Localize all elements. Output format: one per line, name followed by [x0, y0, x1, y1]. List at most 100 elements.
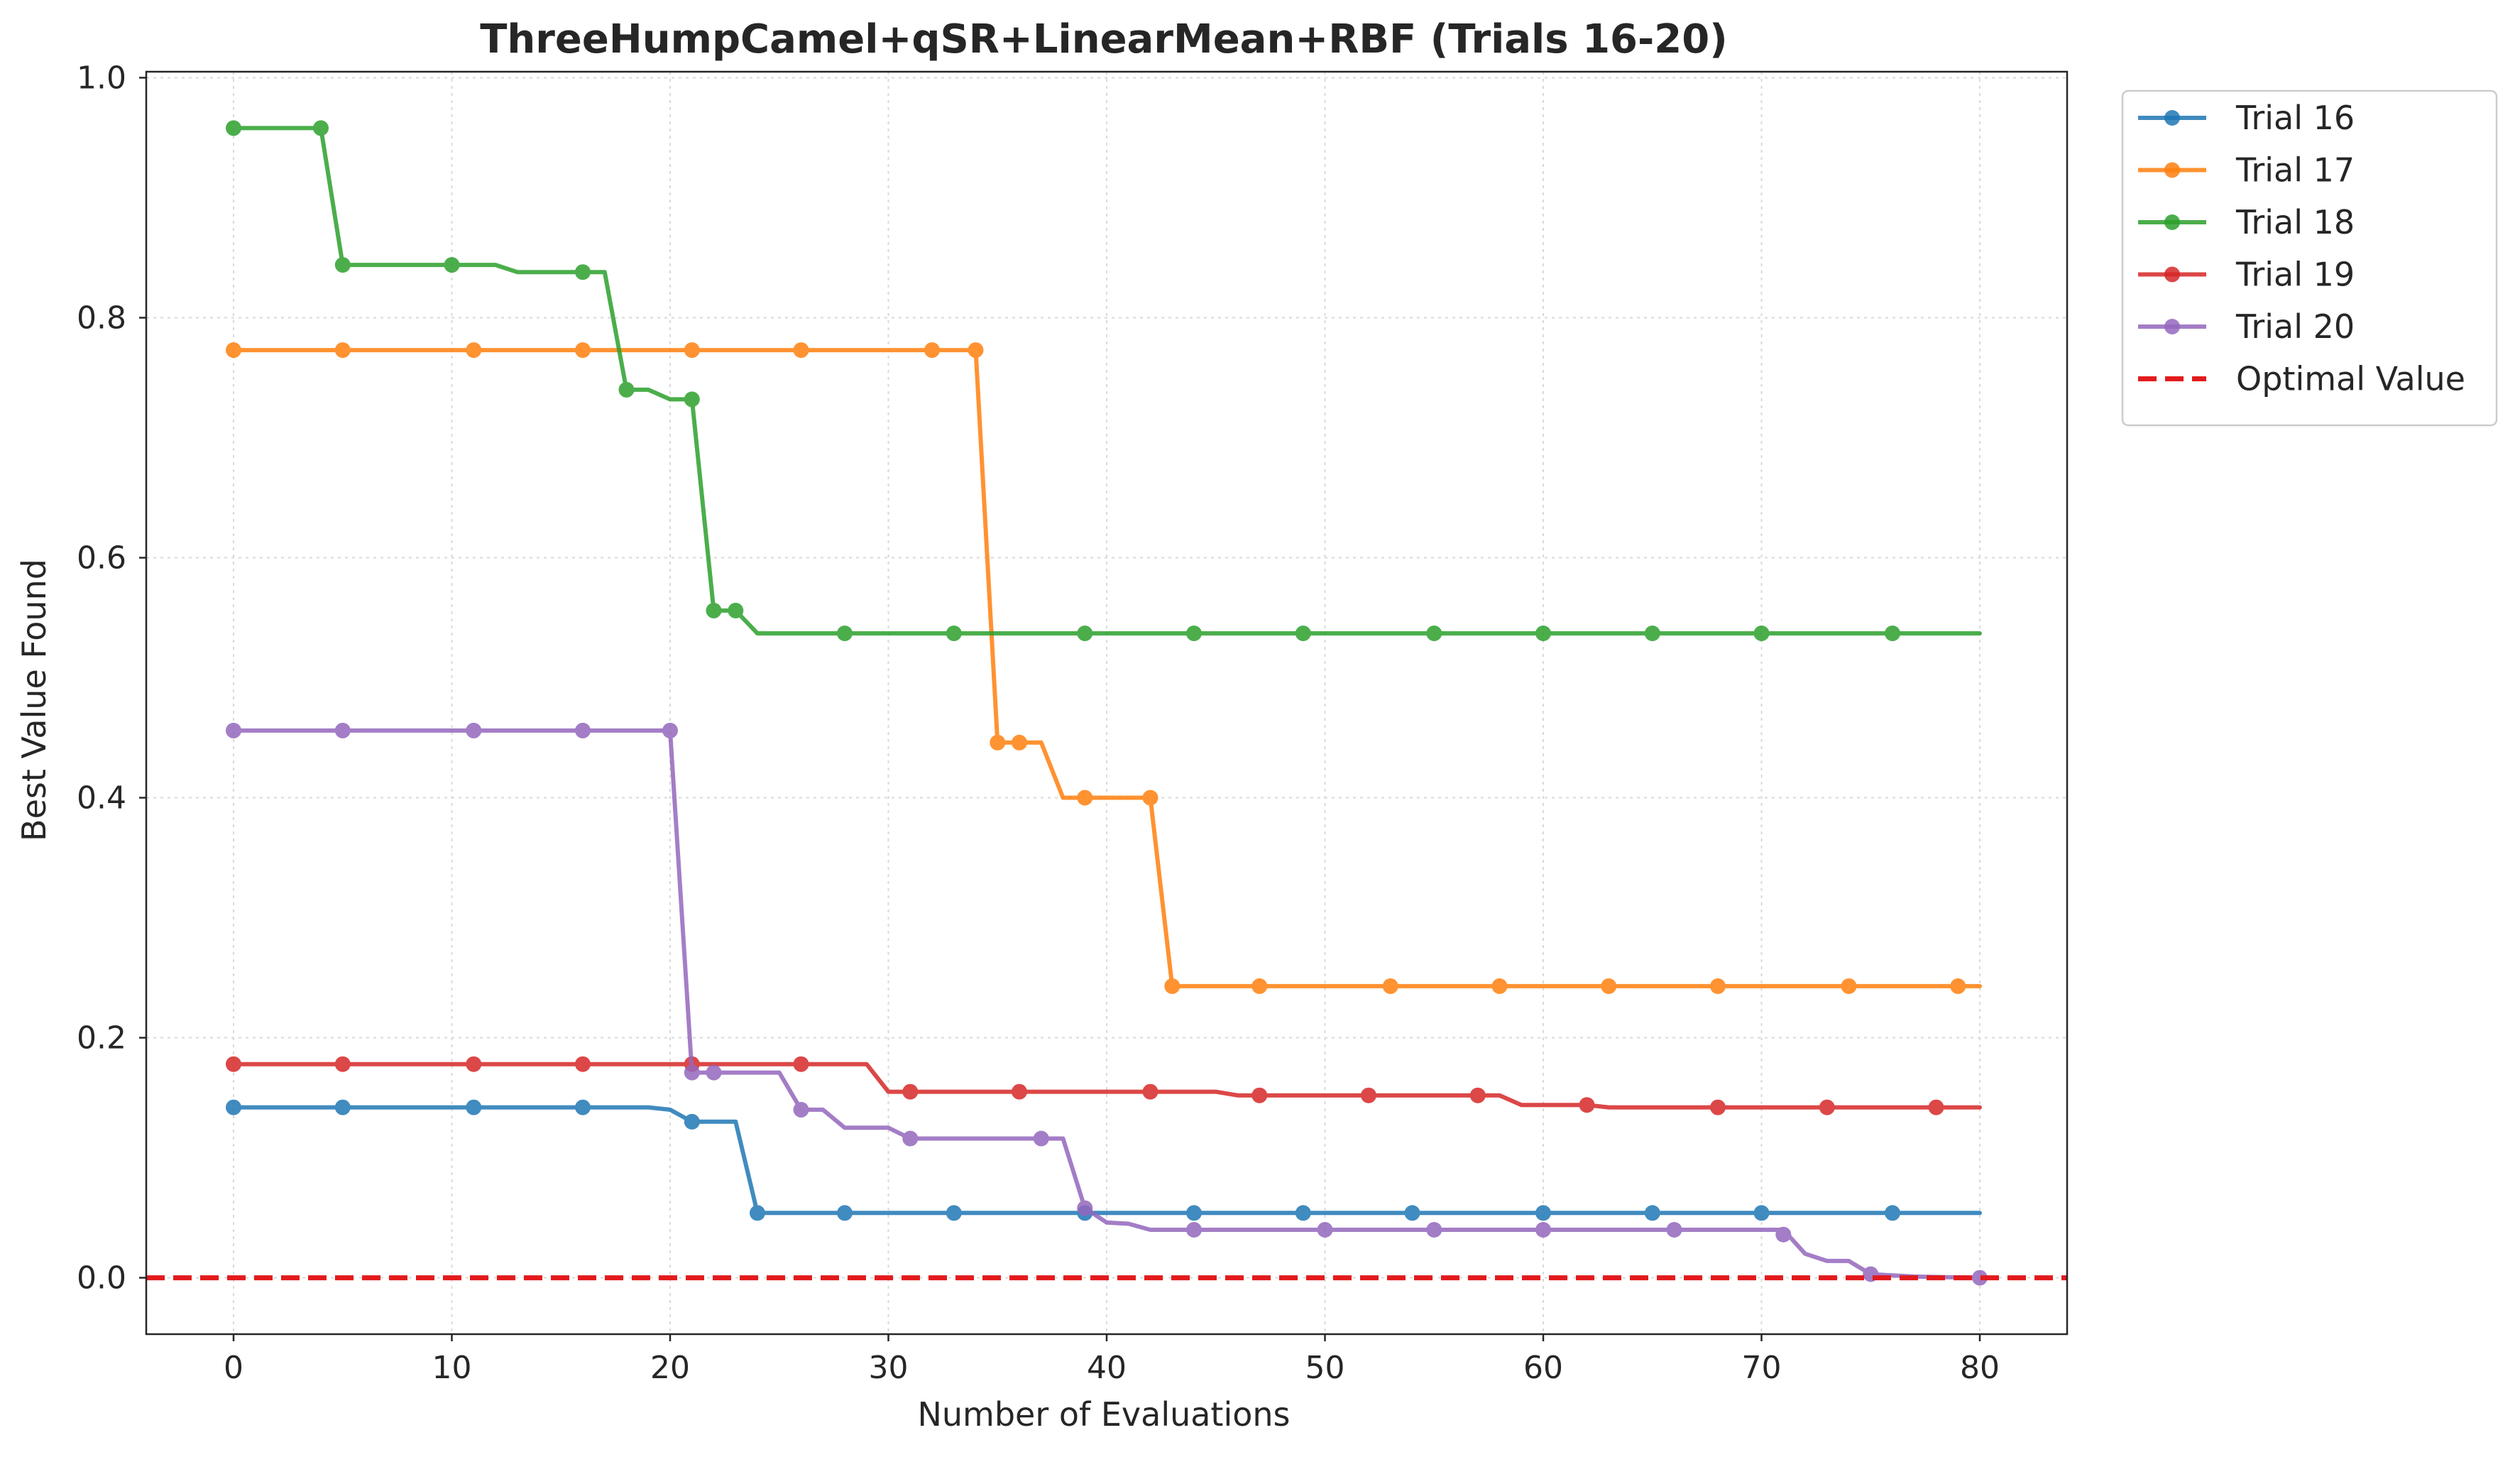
data-point	[334, 342, 351, 359]
data-point	[662, 722, 678, 738]
data-point	[684, 1064, 700, 1081]
data-point	[226, 722, 241, 738]
data-point	[946, 1205, 962, 1221]
x-tick-label: 0	[224, 1350, 243, 1386]
y-axis-ticks: 0.0 0.2 0.4 0.6 0.8 1.0	[77, 60, 146, 1297]
data-point	[1950, 978, 1966, 994]
legend-label: Trial 16	[2235, 99, 2355, 137]
data-point	[1885, 1205, 1900, 1221]
data-point	[226, 342, 241, 359]
data-point	[837, 626, 853, 641]
data-point	[684, 342, 700, 359]
data-point	[618, 381, 635, 398]
series-4	[226, 1056, 1982, 1115]
data-point	[575, 264, 591, 280]
data-point	[793, 1056, 809, 1072]
data-point	[1972, 1270, 1988, 1286]
data-point	[466, 1099, 482, 1115]
data-point	[1033, 1130, 1049, 1147]
data-point	[1251, 978, 1268, 994]
data-point	[1753, 626, 1770, 641]
data-point	[750, 1205, 765, 1221]
data-point	[1535, 626, 1551, 641]
data-point	[1012, 1084, 1027, 1100]
y-tick-label: 0.2	[77, 1020, 126, 1057]
data-point	[466, 342, 482, 359]
data-point	[334, 722, 351, 738]
data-point	[1186, 1205, 1202, 1221]
data-point	[1186, 1222, 1202, 1238]
data-point	[1142, 790, 1158, 806]
x-tick-label: 50	[1305, 1350, 1345, 1386]
data-point	[684, 1113, 700, 1130]
data-point	[1579, 1097, 1595, 1113]
x-tick-label: 30	[869, 1350, 909, 1386]
legend-item: Trial 20	[2138, 307, 2355, 346]
legend-swatch-marker	[2164, 214, 2180, 230]
data-point	[313, 120, 329, 136]
legend-label: Trial 18	[2235, 203, 2355, 241]
x-tick-label: 20	[650, 1350, 690, 1386]
data-point	[1666, 1222, 1682, 1238]
data-point	[1426, 626, 1442, 641]
data-point	[1295, 1205, 1311, 1221]
x-axis-title: Number of Evaluations	[917, 1395, 1290, 1434]
x-tick-label: 40	[1087, 1350, 1127, 1386]
series-line	[231, 348, 1982, 988]
data-point	[837, 1205, 853, 1221]
y-tick-label: 0.0	[77, 1260, 126, 1297]
x-tick-label: 10	[432, 1350, 472, 1386]
chart-title: ThreeHumpCamel+qSR+LinearMean+RBF (Trial…	[480, 16, 1728, 62]
data-point	[1710, 978, 1726, 994]
data-point	[575, 342, 591, 359]
y-tick-label: 0.4	[77, 780, 126, 817]
data-point	[990, 734, 1006, 751]
y-axis-title: Best Value Found	[15, 559, 53, 841]
data-point	[1404, 1205, 1420, 1221]
data-point	[1012, 734, 1027, 751]
legend-item: Optimal Value	[2138, 360, 2465, 398]
series-2	[226, 342, 1982, 994]
legend-item: Trial 16	[2138, 99, 2355, 137]
data-point	[1753, 1205, 1770, 1221]
data-point	[1142, 1084, 1158, 1100]
data-point	[226, 1056, 241, 1072]
legend-item: Trial 18	[2138, 203, 2355, 241]
data-point	[1077, 1200, 1093, 1216]
data-point	[1164, 978, 1180, 994]
legend-item: Trial 19	[2138, 256, 2355, 294]
data-point	[706, 1064, 722, 1081]
data-point	[728, 602, 744, 618]
grid	[146, 72, 2067, 1334]
series-5	[226, 722, 1988, 1286]
data-point	[1295, 626, 1311, 641]
data-point	[1186, 626, 1202, 641]
data-point	[968, 342, 984, 359]
data-point	[684, 391, 700, 408]
data-point	[444, 257, 460, 273]
data-point	[1775, 1226, 1792, 1243]
legend-swatch-marker	[2164, 266, 2180, 283]
data-point	[575, 1056, 591, 1072]
x-tick-label: 70	[1742, 1350, 1782, 1386]
data-point	[1841, 978, 1857, 994]
legend-label: Trial 19	[2235, 256, 2355, 294]
x-tick-label: 60	[1523, 1350, 1563, 1386]
legend-label: Trial 17	[2235, 151, 2355, 190]
data-point	[1317, 1222, 1333, 1238]
data-point	[1491, 978, 1508, 994]
data-point	[334, 1099, 351, 1115]
data-point	[1382, 978, 1398, 994]
legend: Trial 16 Trial 17 Trial 18 Trial 19 Trial 20…	[2121, 89, 2498, 427]
data-point	[575, 1099, 591, 1115]
data-point	[1535, 1222, 1551, 1238]
data-point	[924, 342, 940, 359]
data-point	[1644, 626, 1660, 641]
x-axis-ticks: 0 10 20 30 40 50 60 70 80	[224, 1334, 2000, 1386]
legend-box	[2121, 89, 2498, 427]
series-1	[226, 1099, 1982, 1221]
legend-item: Trial 17	[2138, 151, 2355, 190]
data-point	[1644, 1205, 1660, 1221]
data-point	[334, 1056, 351, 1072]
series-line	[231, 728, 1982, 1280]
